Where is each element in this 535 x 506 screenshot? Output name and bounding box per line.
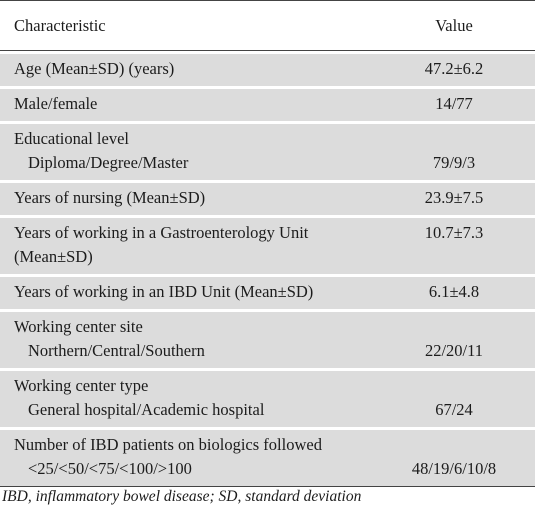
row-label: Educational level Diploma/Degree/Master bbox=[0, 124, 395, 180]
row-main-label: Working center type bbox=[14, 376, 149, 395]
row-label: Working center type General hospital/Aca… bbox=[0, 371, 395, 427]
row-main-label: Working center site bbox=[14, 317, 143, 336]
table-header-row: Characteristic Value bbox=[0, 0, 535, 51]
table-row: Male/female 14/77 bbox=[0, 89, 535, 121]
table-row: Years of working in an IBD Unit (Mean±SD… bbox=[0, 277, 535, 309]
row-value: 67/24 bbox=[395, 371, 535, 427]
row-main-label: Years of working in an IBD Unit (Mean±SD… bbox=[14, 282, 314, 301]
row-label: Male/female bbox=[0, 89, 395, 121]
row-label: Age (Mean±SD) (years) bbox=[0, 54, 395, 86]
row-label: Years of nursing (Mean±SD) bbox=[0, 183, 395, 215]
row-value: 79/9/3 bbox=[395, 124, 535, 180]
characteristics-table: Characteristic Value Age (Mean±SD) (year… bbox=[0, 0, 535, 487]
table-row: Working center site Northern/Central/Sou… bbox=[0, 312, 535, 368]
row-sub-label: Northern/Central/Southern bbox=[28, 341, 205, 360]
row-main-label: Years of nursing (Mean±SD) bbox=[14, 188, 206, 207]
row-value: 23.9±7.5 bbox=[395, 183, 535, 215]
row-value: 10.7±7.3 bbox=[395, 218, 535, 274]
row-label: Working center site Northern/Central/Sou… bbox=[0, 312, 395, 368]
row-main-label: Age (Mean±SD) (years) bbox=[14, 59, 175, 78]
row-value: 22/20/11 bbox=[395, 312, 535, 368]
row-label: Years of working in an IBD Unit (Mean±SD… bbox=[0, 277, 395, 309]
row-main-label: Number of IBD patients on biologics foll… bbox=[14, 435, 322, 454]
header-value: Value bbox=[395, 0, 535, 51]
row-sub-label: <25/<50/<75/<100/>100 bbox=[28, 459, 192, 478]
row-label: Years of working in a Gastroenterology U… bbox=[0, 218, 395, 274]
row-value: 47.2±6.2 bbox=[395, 54, 535, 86]
row-main-label: Years of working in a Gastroenterology U… bbox=[14, 223, 309, 266]
row-main-label: Male/female bbox=[14, 94, 98, 113]
header-characteristic: Characteristic bbox=[0, 0, 395, 51]
table-row: Working center type General hospital/Aca… bbox=[0, 371, 535, 427]
row-value: 14/77 bbox=[395, 89, 535, 121]
row-sub-label: Diploma/Degree/Master bbox=[28, 153, 189, 172]
table-row: Educational level Diploma/Degree/Master … bbox=[0, 124, 535, 180]
table-row: Years of nursing (Mean±SD) 23.9±7.5 bbox=[0, 183, 535, 215]
row-sub-label: General hospital/Academic hospital bbox=[28, 400, 265, 419]
table-footnote: IBD, inflammatory bowel disease; SD, sta… bbox=[2, 488, 362, 505]
row-label: Number of IBD patients on biologics foll… bbox=[0, 430, 395, 487]
table-row: Years of working in a Gastroenterology U… bbox=[0, 218, 535, 274]
row-value: 6.1±4.8 bbox=[395, 277, 535, 309]
row-main-label: Educational level bbox=[14, 129, 129, 148]
row-value: 48/19/6/10/8 bbox=[395, 430, 535, 487]
table-row: Number of IBD patients on biologics foll… bbox=[0, 430, 535, 487]
table-row: Age (Mean±SD) (years) 47.2±6.2 bbox=[0, 54, 535, 86]
